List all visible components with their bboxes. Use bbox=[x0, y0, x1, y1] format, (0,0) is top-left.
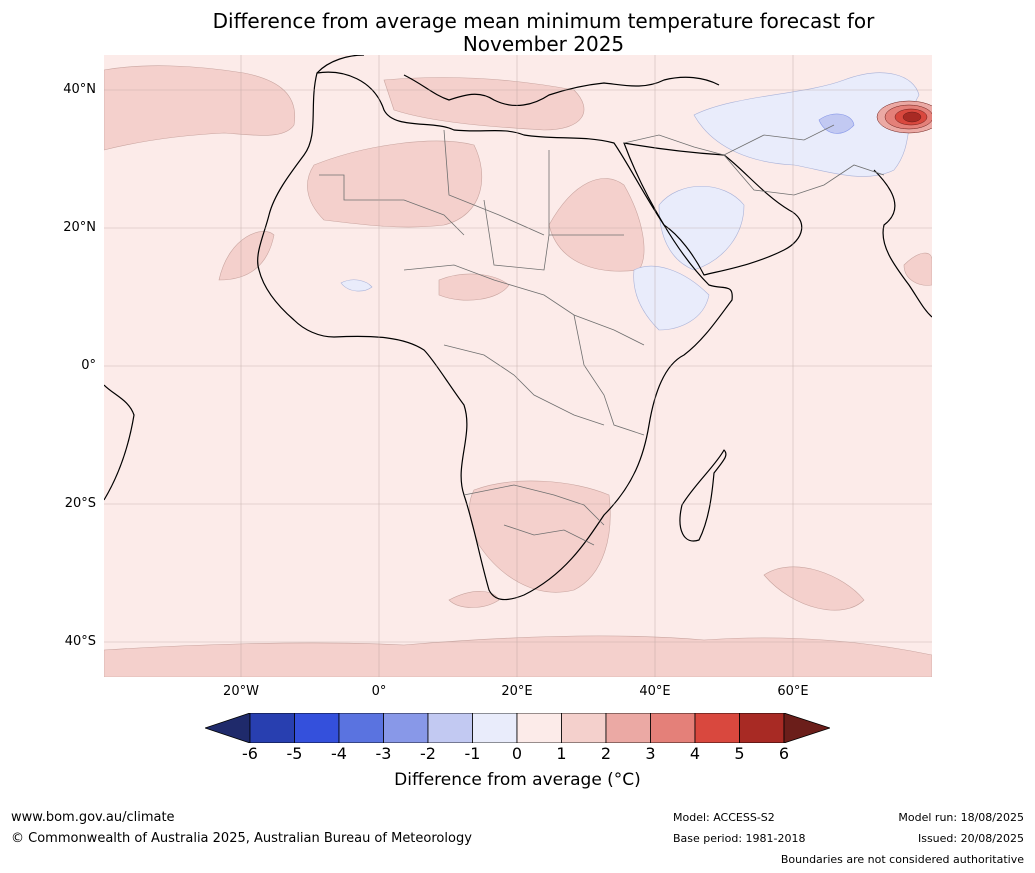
boundaries-disclaimer: Boundaries are not considered authoritat… bbox=[780, 853, 1024, 866]
lon-label-20e: 20°E bbox=[501, 684, 533, 699]
colorbar-segment bbox=[294, 713, 340, 743]
patch-west-africa bbox=[340, 279, 373, 292]
colorbar bbox=[205, 713, 830, 743]
south-america-coastline bbox=[104, 384, 135, 501]
lat-label-40s: 40°S bbox=[64, 634, 96, 649]
madagascar-coastline bbox=[679, 449, 727, 542]
lon-label-20w: 20°W bbox=[223, 684, 259, 699]
lat-label-40n: 40°N bbox=[63, 82, 96, 97]
colorbar-tick: 6 bbox=[778, 744, 790, 763]
colorbar-tick: -3 bbox=[375, 744, 392, 763]
colorbar-segment bbox=[383, 713, 429, 743]
border-south-africa bbox=[503, 524, 595, 546]
patch-sahel bbox=[438, 273, 510, 301]
border-congo bbox=[443, 344, 605, 426]
hotspot-himalaya bbox=[876, 100, 932, 134]
colorbar-tick: 5 bbox=[734, 744, 745, 763]
colorbar-segment bbox=[249, 713, 295, 743]
colorbar-segment bbox=[472, 713, 518, 743]
colorbar-label: Difference from average (°C) bbox=[394, 770, 641, 790]
colorbar-segment bbox=[739, 713, 785, 743]
colorbar-tick: -6 bbox=[242, 744, 258, 763]
colorbar-tick: 1 bbox=[556, 744, 567, 763]
patch-sahara bbox=[307, 140, 483, 228]
africa-coastline bbox=[257, 71, 733, 601]
border-north-africa-1 bbox=[319, 174, 465, 236]
border-libya-sudan bbox=[483, 199, 550, 271]
patch-south-atlantic bbox=[448, 591, 500, 608]
website-link[interactable]: www.bom.gov.au/climate bbox=[11, 810, 175, 825]
copyright-notice: © Commonwealth of Australia 2025, Austra… bbox=[11, 831, 472, 846]
lat-label-equator: 0° bbox=[81, 358, 96, 373]
patch-horn-africa bbox=[633, 265, 710, 331]
patch-indian-ocean bbox=[763, 566, 865, 611]
title-line-1: Difference from average mean minimum tem… bbox=[212, 9, 875, 33]
colorbar-segment bbox=[516, 713, 562, 743]
colorbar-arrow-low bbox=[205, 713, 251, 743]
lat-label-20n: 20°N bbox=[63, 220, 96, 235]
colorbar-tick: -2 bbox=[420, 744, 436, 763]
patch-south-band bbox=[104, 635, 932, 677]
colorbar-tick: -4 bbox=[331, 744, 347, 763]
border-east-africa bbox=[573, 314, 645, 436]
lon-label-0: 0° bbox=[371, 684, 387, 699]
base-period: Base period: 1981-2018 bbox=[673, 832, 806, 845]
lon-label-60e: 60°E bbox=[777, 684, 809, 699]
lat-label-20s: 20°S bbox=[64, 496, 96, 511]
patch-mediterranean bbox=[383, 77, 585, 131]
colorbar-tick: -1 bbox=[464, 744, 481, 763]
model-run-date: Model run: 18/08/2025 bbox=[898, 811, 1024, 824]
issued-date: Issued: 20/08/2025 bbox=[917, 832, 1024, 845]
anomaly-patches-warm bbox=[104, 65, 932, 677]
colorbar-tick: -5 bbox=[286, 744, 303, 763]
patch-north-atlantic bbox=[104, 65, 296, 151]
coastlines bbox=[104, 55, 932, 601]
colorbar-arrow-high bbox=[783, 713, 830, 743]
colorbar-tick: 0 bbox=[511, 744, 523, 763]
colorbar-segment bbox=[561, 713, 607, 743]
model-name: Model: ACCESS-S2 bbox=[673, 811, 775, 824]
border-central-africa bbox=[403, 264, 645, 346]
colorbar-segment bbox=[650, 713, 696, 743]
colorbar-tick: 2 bbox=[600, 744, 612, 763]
border-iran bbox=[723, 154, 885, 196]
country-borders bbox=[319, 124, 885, 546]
colorbar-segment bbox=[338, 713, 384, 743]
patch-arabia bbox=[548, 178, 645, 272]
border-north-africa-2 bbox=[443, 129, 545, 236]
colorbar-segment bbox=[694, 713, 740, 743]
graticule bbox=[104, 55, 932, 677]
colorbar-tick: 4 bbox=[689, 744, 701, 763]
forecast-map bbox=[104, 55, 932, 677]
patch-india-west bbox=[903, 252, 932, 286]
colorbar-segment bbox=[427, 713, 473, 743]
colorbar-segment bbox=[605, 713, 651, 743]
india-coastline bbox=[873, 169, 932, 318]
map-title: Difference from average mean minimum tem… bbox=[105, 10, 982, 56]
title-line-2: November 2025 bbox=[462, 32, 625, 56]
border-southern bbox=[463, 484, 605, 526]
lon-label-40e: 40°E bbox=[639, 684, 671, 699]
europe-coastline bbox=[316, 55, 720, 107]
colorbar-tick: 3 bbox=[645, 744, 656, 763]
